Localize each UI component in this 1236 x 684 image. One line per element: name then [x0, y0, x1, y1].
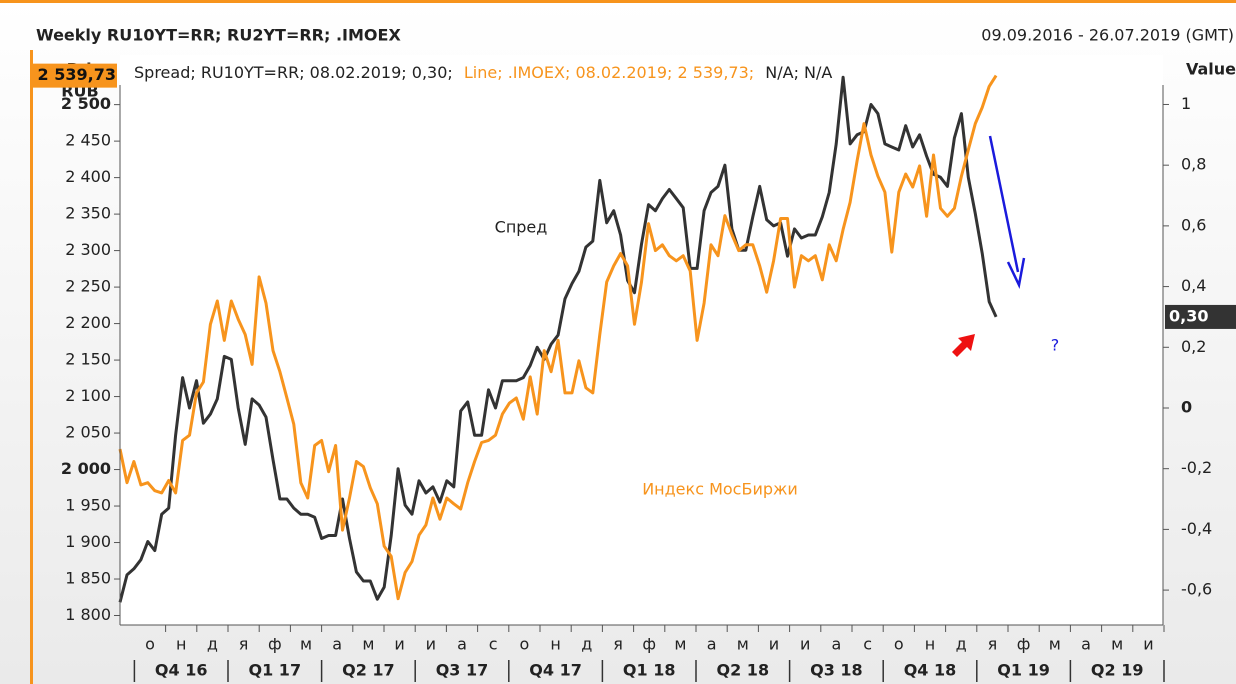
plot-area [120, 55, 1163, 625]
chart-title: Weekly RU10YT=RR; RU2YT=RR; .IMOEX [36, 26, 401, 45]
y2-tick-label: 0 [1181, 397, 1192, 416]
annotation: ? [1051, 336, 1060, 355]
x-tick-label: о [894, 635, 904, 654]
y-tick-label: 2 200 [65, 313, 111, 332]
x-tick-label: я [988, 635, 998, 654]
x-tick-label: ф [268, 635, 282, 654]
last-value-label: 2 539,73 [38, 65, 116, 84]
y2-tick-label: 0,8 [1181, 155, 1206, 174]
annotation-box [610, 463, 830, 517]
x-tick-label: а [332, 635, 342, 654]
x-tick-label: н [925, 635, 935, 654]
x-tick-label: ф [1017, 635, 1031, 654]
quarter-label: Q4 18 [904, 661, 957, 680]
quarter-label: Q2 17 [342, 661, 395, 680]
quarter-label: Q4 16 [155, 661, 208, 680]
x-tick-label: с [863, 635, 872, 654]
quarter-label: Q1 19 [997, 661, 1050, 680]
y-tick-label: 1 800 [65, 605, 111, 624]
y-tick-label: 2 250 [65, 277, 111, 296]
quarter-label: Q4 17 [529, 661, 582, 680]
x-tick-label: м [1049, 635, 1061, 654]
x-tick-label: а [457, 635, 467, 654]
x-tick-label: а [831, 635, 841, 654]
quarter-label: Q3 18 [810, 661, 863, 680]
y-tick-label: 1 950 [65, 496, 111, 515]
y-tick-label: 2 500 [61, 94, 111, 113]
y-tick-label: 2 450 [65, 131, 111, 150]
legend-box [122, 57, 1162, 87]
y2-tick-label: 1 [1181, 94, 1191, 113]
x-tick-label: д [956, 635, 967, 654]
annotation-box [1018, 297, 1093, 393]
arrow [988, 135, 1020, 273]
x-tick-label: м [674, 635, 686, 654]
y2-tick-label: 0,4 [1181, 276, 1206, 295]
x-tick-label: я [239, 635, 249, 654]
legend-entry: Spread; RU10YT=RR; 08.02.2019; 0,30; [134, 63, 453, 82]
frame-top [0, 0, 1236, 3]
y-tick-label: 2 000 [61, 459, 111, 478]
quarter-label: Q1 18 [623, 661, 676, 680]
x-tick-label: а [707, 635, 717, 654]
annotation-box [474, 205, 568, 253]
y2-axis-label: Value [1186, 60, 1236, 79]
x-tick-label: н [176, 635, 186, 654]
x-tick-label: а [1081, 635, 1091, 654]
last-value-badge [33, 63, 117, 88]
frame-left [30, 50, 33, 684]
y-tick-label: 2 100 [65, 386, 111, 405]
legend-entry: Line; .IMOEX; 08.02.2019; 2 539,73; [464, 63, 754, 82]
x-tick-label: и [1143, 635, 1153, 654]
x-tick-label: н [550, 635, 560, 654]
quarter-label: Q1 17 [249, 661, 302, 680]
y2-tick-label: 0,2 [1181, 337, 1206, 356]
x-tick-label: ф [642, 635, 656, 654]
x-tick-label: д [581, 635, 592, 654]
line [118, 75, 998, 603]
legend: Spread; RU10YT=RR; 08.02.2019; 0,30; Lin… [134, 63, 832, 82]
quarter-label: Q2 19 [1091, 661, 1144, 680]
x-tick-label: я [613, 635, 623, 654]
y-tick-label: 2 400 [65, 167, 111, 186]
x-tick-label: о [520, 635, 530, 654]
x-tick-label: о [145, 635, 155, 654]
y2-tick-label: -0,2 [1181, 458, 1212, 477]
date-range: 09.09.2016 - 26.07.2019 (GMT) [981, 26, 1234, 45]
last-value-badge [1165, 304, 1236, 329]
red-arrow [952, 334, 975, 357]
x-tick-label: и [394, 635, 404, 654]
x-tick-label: м [362, 635, 374, 654]
quarter-label: Q2 18 [717, 661, 770, 680]
x-tick-label: и [426, 635, 436, 654]
x-tick-label: с [489, 635, 498, 654]
y-tick-label: 2 150 [65, 350, 111, 369]
x-tick-label: м [300, 635, 312, 654]
quarter-label: Q3 17 [436, 661, 489, 680]
y-tick-label: 2 300 [65, 240, 111, 259]
y2-tick-label: 0,6 [1181, 215, 1206, 234]
last-value-label: 0,30 [1169, 306, 1208, 325]
x-tick-label: м [1111, 635, 1123, 654]
y2-tick-label: -0,4 [1181, 519, 1212, 538]
y-tick-label: 2 050 [65, 423, 111, 442]
y2-tick-label: -0,6 [1181, 580, 1212, 599]
y-tick-label: 1 900 [65, 532, 111, 551]
legend-entry: N/A; N/A [765, 63, 832, 82]
arrow-head [1006, 257, 1026, 290]
y-tick-label: 1 850 [65, 569, 111, 588]
line [118, 74, 998, 601]
x-tick-label: и [769, 635, 779, 654]
x-tick-label: и [800, 635, 810, 654]
x-tick-label: д [207, 635, 218, 654]
annotation: Индекс МосБиржи [642, 480, 798, 499]
x-tick-label: м [737, 635, 749, 654]
annotation: Спред [495, 218, 548, 237]
y-tick-label: 2 350 [65, 204, 111, 223]
